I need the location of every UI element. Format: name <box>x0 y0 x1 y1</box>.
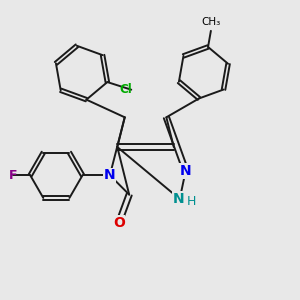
Text: F: F <box>9 169 17 182</box>
Text: N: N <box>180 164 191 178</box>
Text: Cl: Cl <box>119 83 132 96</box>
Text: O: O <box>113 216 125 230</box>
Text: N: N <box>172 192 184 206</box>
Text: N: N <box>104 168 116 182</box>
Text: CH₃: CH₃ <box>201 17 220 27</box>
Text: H: H <box>186 195 196 208</box>
